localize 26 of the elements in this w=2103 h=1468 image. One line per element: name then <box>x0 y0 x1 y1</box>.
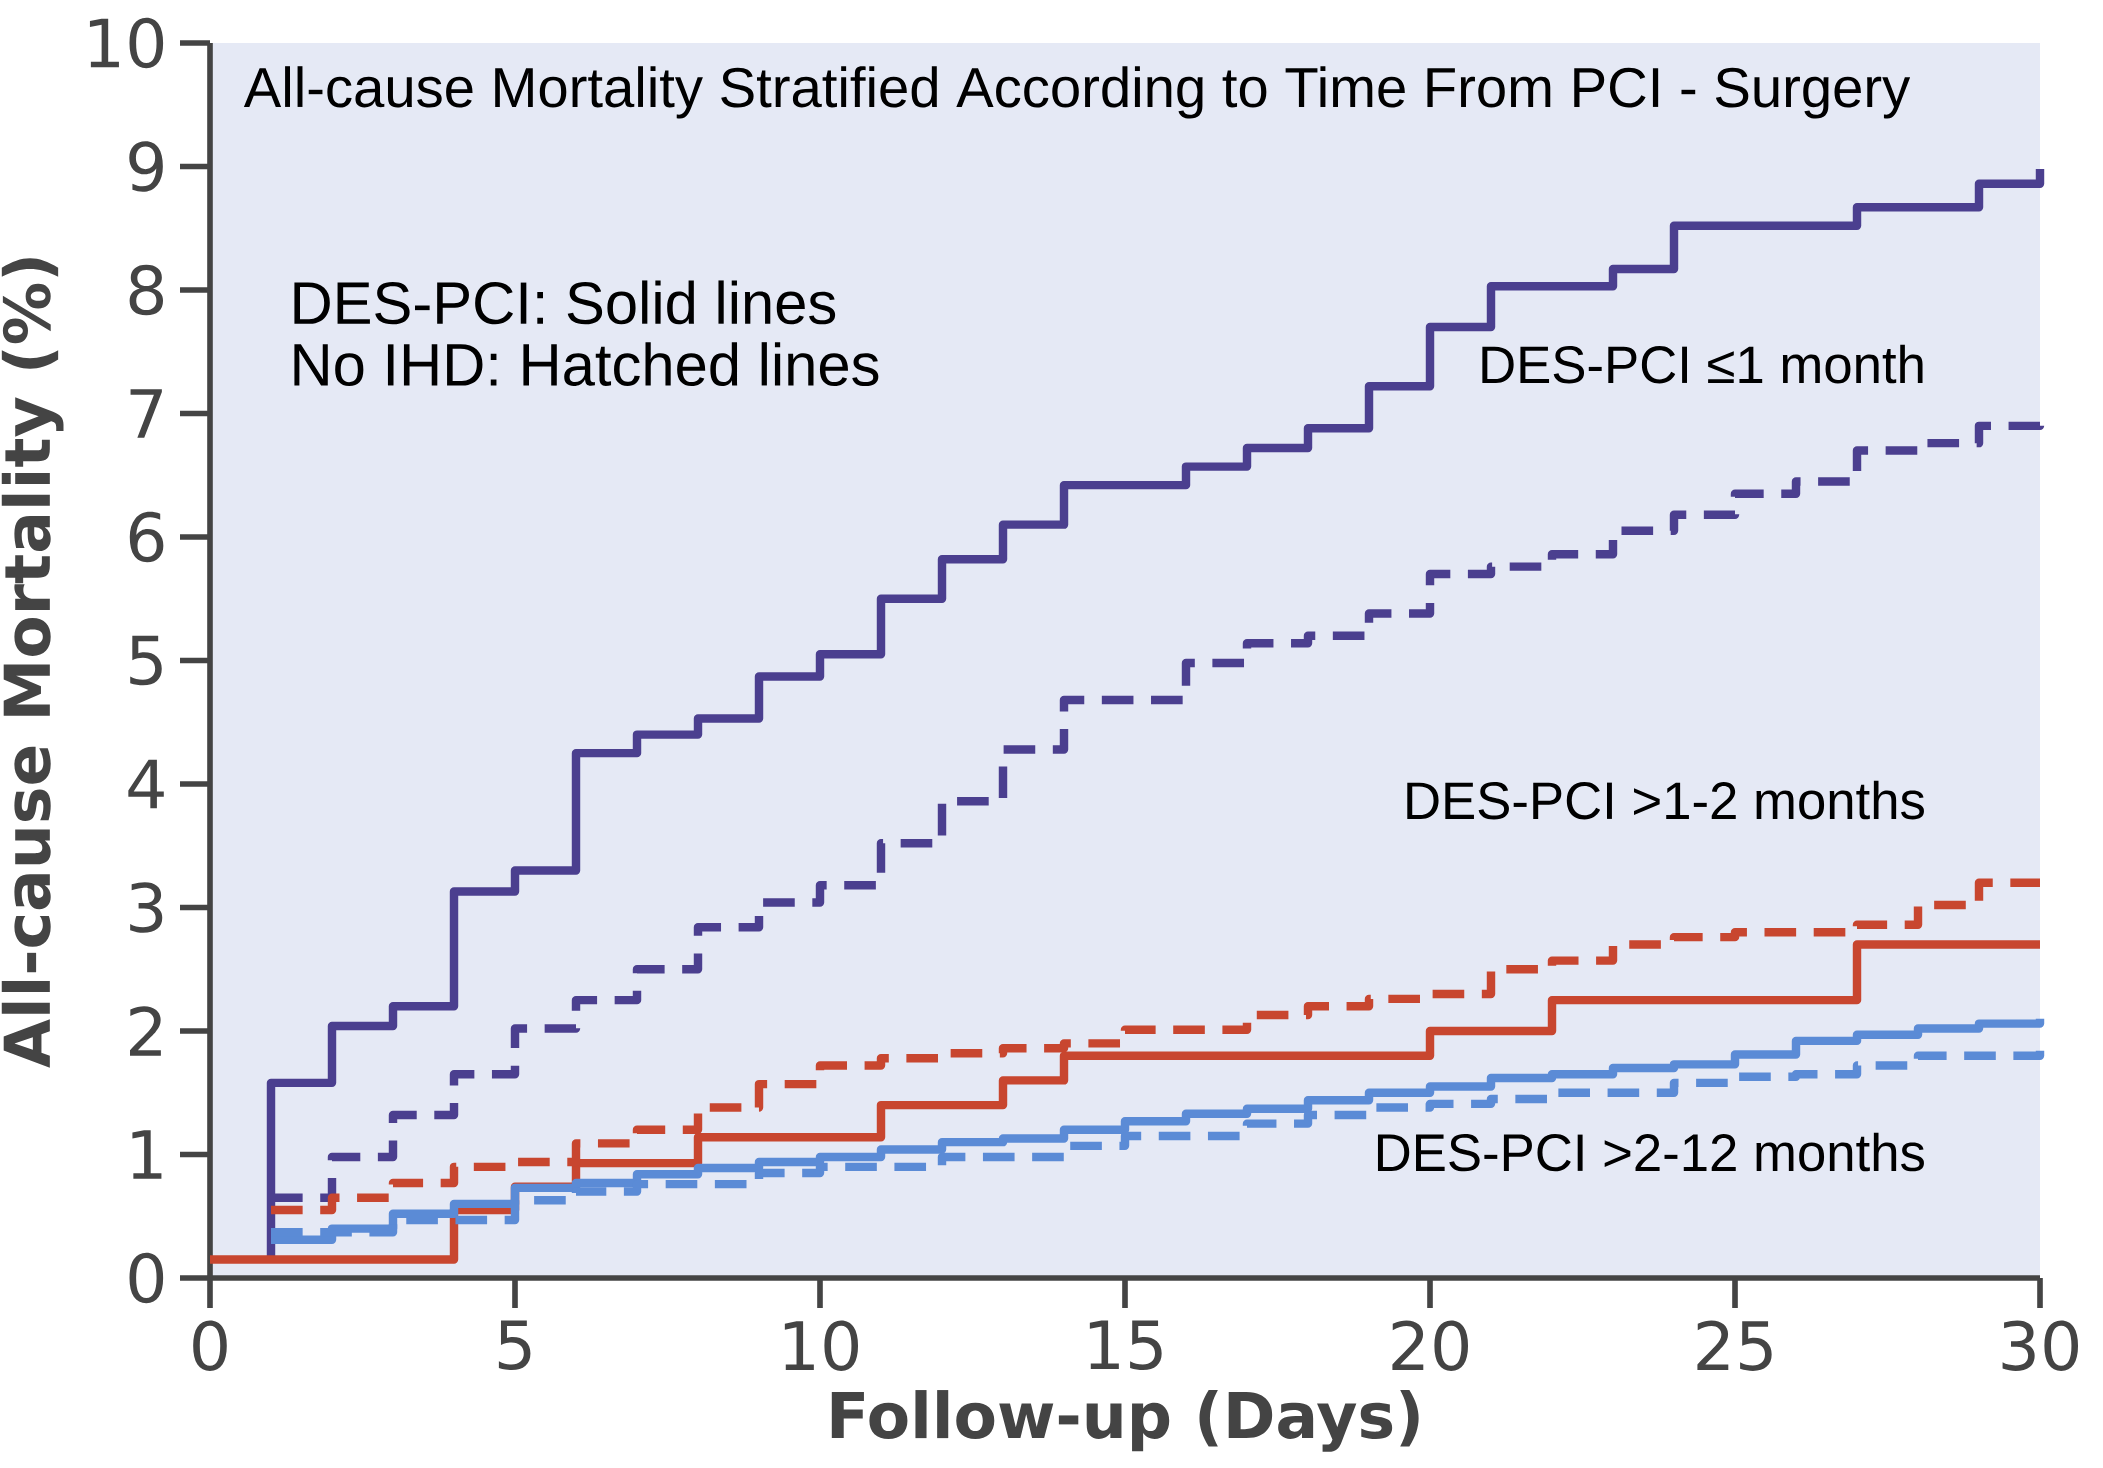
chart-title: All-cause Mortality Stratified According to Time From PCI - Surgery <box>243 66 1911 119</box>
y-tick-label: 10 <box>89 17 164 69</box>
y-tick-label: 4 <box>128 759 164 809</box>
annotation: No IHD: Hatched lines <box>294 342 879 387</box>
annotation: DES-PCI: Solid lines <box>294 280 836 325</box>
y-tick-label: 0 <box>129 1252 164 1304</box>
y-axis-title: All-cause Mortality (%) <box>1 258 64 1068</box>
y-tick-label: 1 <box>132 1130 162 1179</box>
y-tick-label: 9 <box>129 141 163 192</box>
x-tick-label: 20 <box>1392 1320 1469 1371</box>
x-tick-label: 25 <box>1697 1320 1772 1371</box>
x-tick-label: 10 <box>784 1320 859 1371</box>
y-tick-label: 7 <box>130 389 162 438</box>
y-tick-label: 3 <box>130 882 163 933</box>
series-label: DES-PCI ≤1 month <box>1482 344 1923 384</box>
x-tick-label: 15 <box>1089 1320 1162 1371</box>
text: DES-PCI >1-2 months <box>1407 780 1924 820</box>
x-axis-title: Follow-up (Days) <box>831 1390 1419 1452</box>
x-tick-label: 0 <box>193 1320 227 1371</box>
x-tick-label: 5 <box>498 1320 531 1371</box>
y-tick-label: 2 <box>130 1006 161 1056</box>
y-tick-label: 5 <box>130 635 162 686</box>
series-label: DES-PCI >2-12 months <box>1377 1132 1924 1172</box>
y-tick-label: 6 <box>129 511 164 563</box>
y-tick-label: 8 <box>129 264 164 316</box>
x-tick-label: 30 <box>2002 1320 2079 1371</box>
